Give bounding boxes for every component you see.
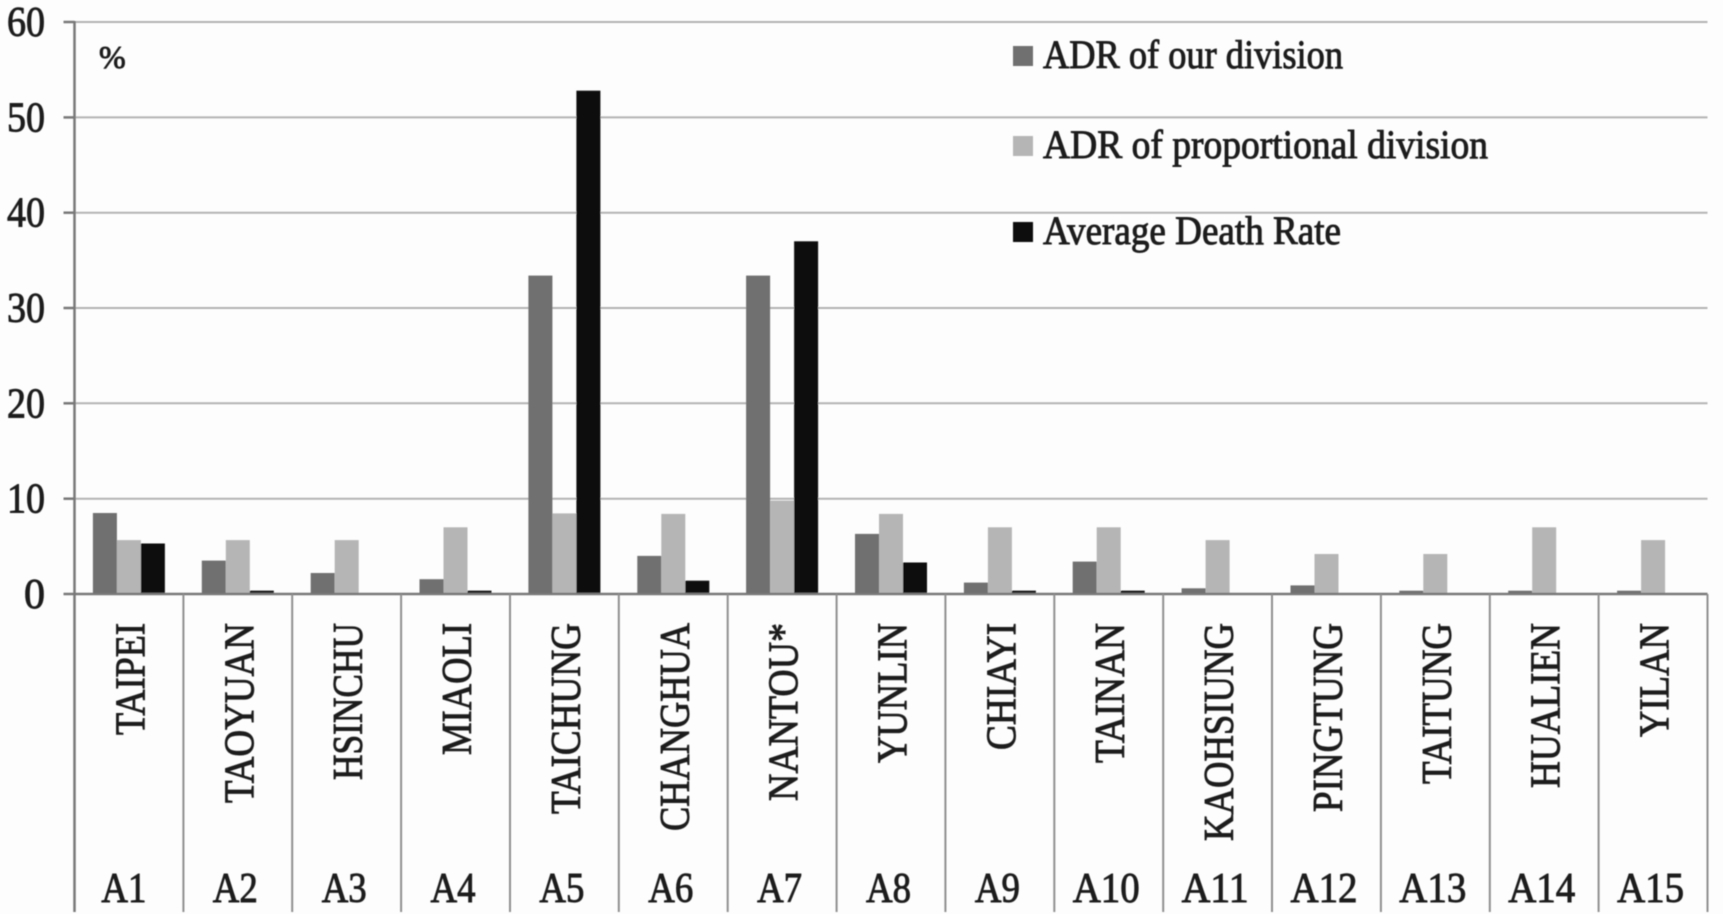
svg-text:A10: A10: [1073, 866, 1140, 912]
svg-text:20: 20: [7, 381, 45, 427]
svg-text:A2: A2: [213, 866, 258, 912]
svg-text:CHIAYI: CHIAYI: [979, 623, 1025, 750]
svg-text:TAOYUAN: TAOYUAN: [217, 623, 263, 803]
svg-text:PINGTUNG: PINGTUNG: [1306, 623, 1352, 812]
svg-text:0: 0: [24, 572, 45, 618]
svg-text:%: %: [99, 39, 126, 75]
svg-text:CHANGHUA: CHANGHUA: [653, 622, 699, 831]
svg-text:KAOHSIUNG: KAOHSIUNG: [1197, 623, 1243, 841]
svg-text:A15: A15: [1617, 866, 1684, 912]
svg-text:YILAN: YILAN: [1633, 623, 1679, 737]
svg-text:TAINAN: TAINAN: [1088, 623, 1134, 763]
svg-text:TAITUNG: TAITUNG: [1415, 623, 1461, 784]
svg-text:50: 50: [7, 95, 45, 141]
svg-text:A8: A8: [866, 866, 911, 912]
svg-text:A14: A14: [1508, 866, 1575, 912]
svg-text:NANTOU*: NANTOU*: [762, 623, 808, 801]
svg-text:YUNLIN: YUNLIN: [871, 623, 917, 763]
svg-text:30: 30: [7, 286, 45, 332]
svg-text:A3: A3: [322, 866, 367, 912]
svg-text:60: 60: [7, 0, 45, 46]
svg-text:A12: A12: [1291, 866, 1358, 912]
svg-text:A9: A9: [975, 866, 1020, 912]
svg-text:TAICHUNG: TAICHUNG: [544, 623, 590, 814]
svg-text:A6: A6: [648, 866, 693, 912]
svg-text:ADR of proportional division: ADR of proportional division: [1043, 122, 1488, 167]
svg-text:ADR of our division: ADR of our division: [1043, 32, 1343, 77]
svg-text:MIAOLI: MIAOLI: [435, 623, 481, 755]
svg-text:Average Death Rate: Average Death Rate: [1043, 208, 1341, 253]
svg-text:A11: A11: [1182, 866, 1249, 912]
svg-text:HUALIEN: HUALIEN: [1524, 623, 1570, 788]
svg-text:A4: A4: [431, 866, 476, 912]
svg-text:10: 10: [7, 477, 45, 523]
svg-text:A7: A7: [757, 866, 802, 912]
svg-text:A1: A1: [101, 866, 146, 912]
svg-text:HSINCHU: HSINCHU: [326, 623, 372, 780]
svg-text:A5: A5: [539, 866, 584, 912]
svg-text:A13: A13: [1399, 866, 1466, 912]
svg-text:40: 40: [7, 191, 45, 237]
svg-text:TAIPEI: TAIPEI: [108, 623, 154, 735]
